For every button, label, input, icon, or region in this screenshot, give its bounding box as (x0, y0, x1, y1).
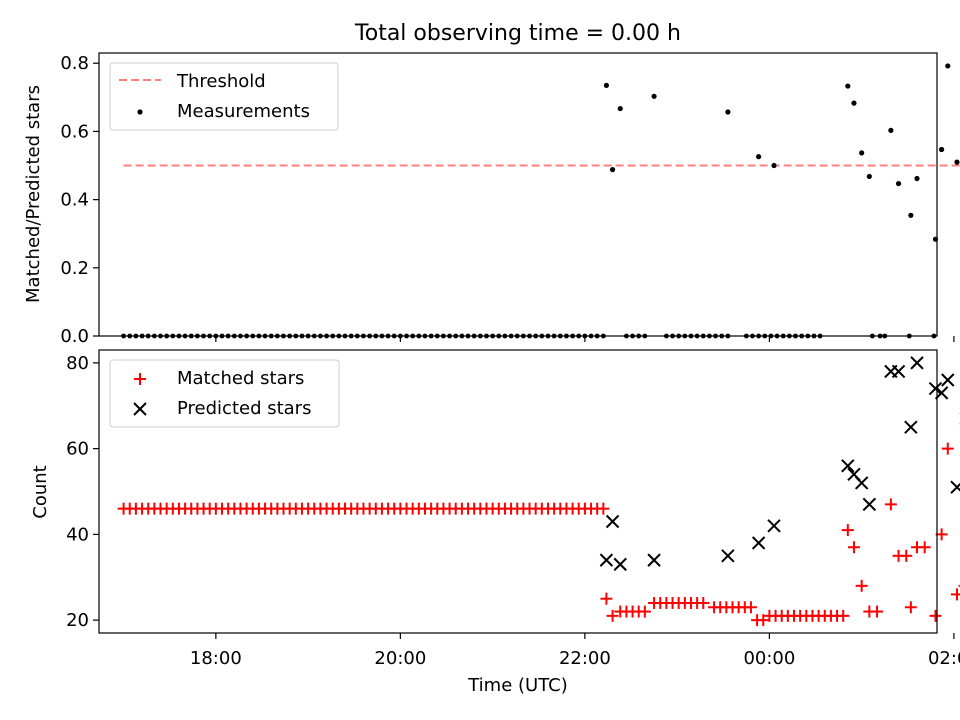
bottom-y-tick-label: 60 (66, 439, 89, 460)
measurement-point (771, 162, 777, 169)
top-axes-frame (98, 52, 938, 337)
matched-star-point (847, 541, 860, 554)
matched-star-point (606, 609, 619, 622)
top-y-tick-label: 0.2 (60, 258, 89, 279)
measurement-point (954, 159, 960, 165)
measurement-point (603, 82, 610, 88)
x-axis-label: Time (UTC) (467, 675, 568, 696)
matched-star-point (941, 442, 954, 455)
x-tick-label: 02:00 (928, 648, 960, 669)
predicted-star-point (647, 553, 661, 567)
measurement-point (895, 180, 902, 187)
matched-star-point (935, 528, 948, 541)
matched-star-point (600, 592, 613, 605)
predicted-star-point (767, 519, 781, 533)
top-y-tick-label: 0.6 (60, 121, 89, 142)
measurement-point (939, 146, 945, 153)
predicted-star-point (950, 480, 960, 494)
legend-matched-label: Matched stars (177, 368, 304, 389)
predicted-star-point (904, 420, 918, 434)
x-tick-label: 18:00 (190, 648, 242, 669)
measurement-point (866, 173, 872, 180)
matched-star-point (757, 614, 770, 627)
x-tick-label: 20:00 (374, 648, 426, 669)
matched-star-point (900, 549, 913, 562)
top-y-ticks: 0.0 0.2 0.4 0.6 0.8 (60, 53, 99, 347)
predicted-star-point (721, 549, 735, 563)
chart-title: Total observing time = 0.00 h (354, 21, 681, 46)
legend-matched-swatch (134, 373, 146, 385)
matched-star-point (884, 498, 897, 511)
bottom-y-tick-label: 40 (66, 524, 89, 545)
bottom-legend: Matched stars Predicted stars (109, 359, 340, 428)
predicted-star-point (613, 557, 627, 572)
bottom-y-axis-label: Count (30, 465, 51, 518)
matched-star-point (837, 609, 850, 622)
legend-measurements-label: Measurements (177, 101, 310, 122)
predicted-star-point (599, 553, 614, 567)
top-legend-box (109, 62, 339, 131)
top-legend: Threshold Measurements (109, 62, 339, 131)
matched-star-point (918, 541, 931, 554)
bottom-legend-box (109, 359, 340, 428)
matched-star-point (697, 596, 710, 609)
legend-threshold-label: Threshold (176, 71, 266, 92)
matched-star-point (929, 609, 942, 622)
top-y-axis-label: Matched/Predicted stars (23, 85, 44, 303)
top-axes: 0.00.20.40.60.8 Matched/Predicted stars … (23, 52, 960, 347)
measurement-point (609, 167, 616, 173)
matched-star-point (614, 605, 627, 618)
x-tick-label: 00:00 (743, 648, 795, 669)
predicted-star-point (854, 476, 869, 490)
matched-star-point (855, 579, 868, 592)
top-y-tick-label: 0.0 (60, 326, 89, 347)
predicted-star-point (891, 364, 906, 379)
predicted-star-point (910, 356, 924, 370)
matched-star-point (744, 601, 757, 614)
matched-star-point (904, 601, 917, 614)
x-tick-label: 22:00 (559, 648, 611, 669)
predicted-star-point (605, 514, 620, 529)
bottom-y-tick-label: 80 (66, 353, 89, 374)
top-y-tick-label: 0.8 (60, 53, 89, 74)
measurement-point (845, 83, 851, 89)
predicted-star-point (862, 497, 877, 512)
matched-star-point (597, 502, 610, 515)
legend-predicted-swatch (133, 402, 147, 416)
measurement-point (617, 105, 623, 112)
measurement-point (888, 127, 894, 133)
bottom-y-ticks: 20 40 60 80 (66, 353, 99, 631)
predicted-star-point (934, 386, 949, 400)
measurement-point (908, 212, 914, 218)
bottom-y-tick-label: 20 (66, 610, 89, 631)
top-y-tick-label: 0.4 (60, 190, 89, 211)
measurement-point (725, 109, 731, 115)
matched-star-point (638, 605, 651, 618)
legend-measurements-swatch (137, 109, 143, 115)
measurement-point (945, 63, 951, 69)
measurement-point (859, 150, 865, 156)
measurement-point (851, 100, 857, 106)
measurement-point (756, 154, 762, 160)
matched-star-point (871, 605, 884, 618)
matched-star-point (841, 524, 854, 537)
matched-star-point (950, 588, 960, 601)
top-plot-area (121, 63, 960, 339)
measurement-point (651, 93, 657, 99)
bottom-plot-area (117, 356, 960, 627)
measurement-point (914, 175, 920, 182)
predicted-star-point (751, 536, 766, 550)
predicted-star-point (941, 373, 955, 387)
legend-predicted-label: Predicted stars (177, 398, 311, 419)
predicted-star-point (841, 459, 855, 473)
predicted-star-point (928, 381, 943, 396)
bottom-axes-frame (98, 349, 938, 634)
